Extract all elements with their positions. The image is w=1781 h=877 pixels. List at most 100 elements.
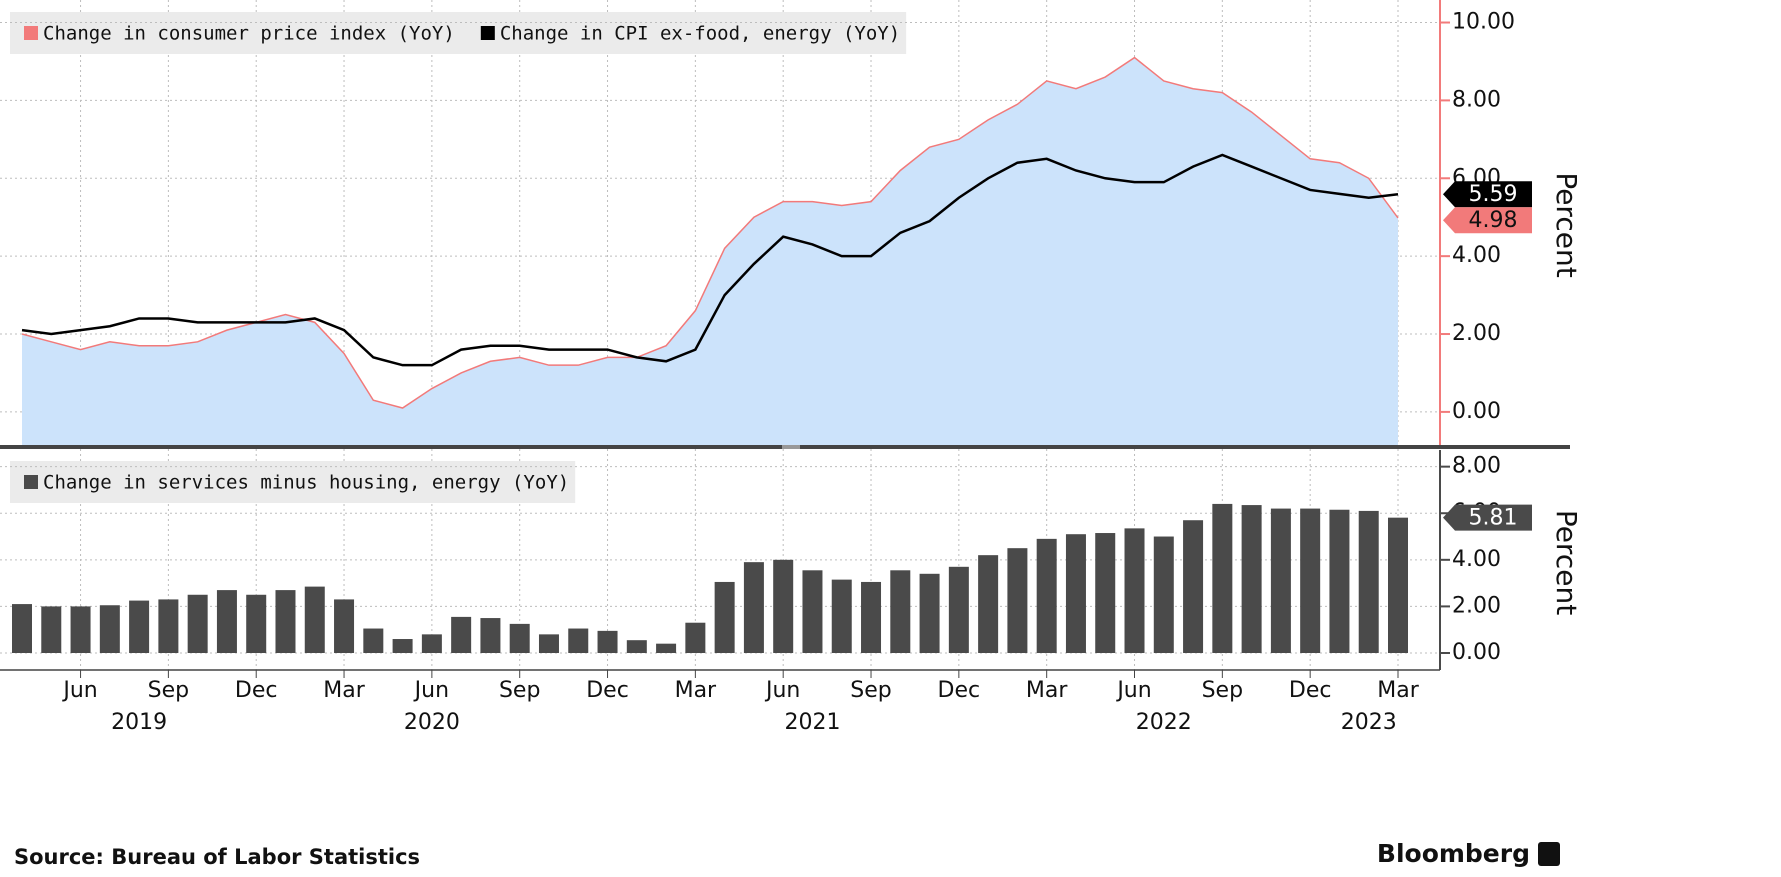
x-year-label: 2023 xyxy=(1341,710,1397,735)
bar xyxy=(275,590,296,653)
bar xyxy=(597,630,618,653)
x-tick-label: Jun xyxy=(1115,678,1151,703)
bar xyxy=(1358,510,1379,653)
x-tick-label: Dec xyxy=(586,678,629,703)
bar xyxy=(129,600,150,653)
bar xyxy=(1124,528,1145,653)
legend-box xyxy=(10,461,576,503)
bar xyxy=(1153,536,1174,653)
x-tick-label: Sep xyxy=(499,678,540,703)
bar xyxy=(334,599,355,653)
x-tick-label: Mar xyxy=(1026,678,1068,703)
plot-layer: Jun Sep Dec Mar Jun Sep Dec Mar Jun Sep Dec Mar Jun S… xyxy=(0,0,1583,735)
value-tag-label: 5.59 xyxy=(1469,182,1518,207)
bar xyxy=(1036,538,1057,653)
bar xyxy=(70,606,91,653)
bar xyxy=(12,604,32,653)
legend-label: Change in CPI ex-food, energy (YoY) xyxy=(500,23,900,45)
legend: Change in services minus housing, energy… xyxy=(10,461,576,503)
bar xyxy=(1183,520,1204,653)
bar xyxy=(246,594,267,653)
y-tick-label: 10.00 xyxy=(1452,10,1515,35)
bar xyxy=(1270,508,1291,653)
y-tick-label: 8.00 xyxy=(1452,87,1501,112)
x-tick-label: Sep xyxy=(850,678,891,703)
bar xyxy=(948,566,969,653)
x-tick-label: Jun xyxy=(413,678,449,703)
line xyxy=(21,153,1399,367)
bar xyxy=(714,581,735,653)
brand-icon xyxy=(1538,842,1560,866)
bar xyxy=(1095,533,1116,653)
y-axis-title: Percent xyxy=(1550,172,1583,277)
x-tick-label: Mar xyxy=(323,678,365,703)
x-tick-label: Sep xyxy=(1202,678,1243,703)
x-year-label: 2022 xyxy=(1136,710,1192,735)
bar xyxy=(1300,508,1321,653)
bar xyxy=(99,605,120,653)
x-tick-label: Jun xyxy=(61,678,97,703)
legend: Change in consumer price index (YoY) Chan… xyxy=(10,12,907,54)
bar xyxy=(1329,509,1350,653)
bar xyxy=(568,628,589,653)
y-tick-label: 4.00 xyxy=(1452,243,1501,268)
x-year-label: 2021 xyxy=(784,710,840,735)
bar xyxy=(158,599,179,653)
y-tick-label: 0.00 xyxy=(1452,399,1501,424)
y-tick-label: 8.00 xyxy=(1452,454,1501,479)
x-tick-label: Dec xyxy=(235,678,278,703)
bar xyxy=(480,618,501,653)
value-tag-label: 5.81 xyxy=(1469,506,1518,531)
value-tag xyxy=(1443,207,1532,234)
bar xyxy=(743,562,764,653)
x-tick-label: Sep xyxy=(148,678,189,703)
legend-swatch xyxy=(480,26,495,40)
bar xyxy=(685,622,706,653)
bar xyxy=(626,640,647,653)
line xyxy=(21,56,1399,409)
source: Source: Bureau of Labor Statistics xyxy=(14,845,420,869)
bar xyxy=(421,634,442,653)
bar xyxy=(538,634,559,653)
bar xyxy=(656,643,677,653)
legend-box xyxy=(10,12,907,54)
legend-swatch xyxy=(24,26,38,40)
bar xyxy=(1388,517,1408,653)
bar xyxy=(919,573,940,653)
value-tag xyxy=(1443,504,1532,531)
x-year-label: 2019 xyxy=(111,710,167,735)
y-tick-label: 2.00 xyxy=(1452,593,1501,618)
bar xyxy=(1212,503,1233,653)
brand: Bloomberg xyxy=(1377,839,1530,868)
x-tick-label: Dec xyxy=(1289,678,1332,703)
y-tick-label: 4.00 xyxy=(1452,547,1501,572)
bar xyxy=(187,594,208,653)
legend-swatch xyxy=(24,475,38,489)
bar xyxy=(451,616,472,653)
bar xyxy=(1007,548,1028,653)
legend-label: Change in services minus housing, energy… xyxy=(43,472,569,494)
x-tick-label: Mar xyxy=(675,678,717,703)
bar xyxy=(1241,505,1262,653)
bar xyxy=(773,559,794,653)
x-tick-label: Dec xyxy=(938,678,981,703)
area xyxy=(22,57,1398,445)
bar xyxy=(509,623,530,653)
bar xyxy=(41,606,62,653)
y-axis-title: Percent xyxy=(1550,510,1583,615)
bar xyxy=(392,639,413,653)
legend-label: Change in consumer price index (YoY) xyxy=(43,23,455,45)
value-tag-label: 4.98 xyxy=(1469,208,1518,233)
bar xyxy=(978,555,999,653)
x-tick-label: Jun xyxy=(764,678,800,703)
panel-handle xyxy=(782,445,800,449)
x-tick-label: Mar xyxy=(1377,678,1419,703)
bar xyxy=(890,570,911,653)
bar xyxy=(1065,534,1086,653)
y-tick-label: 0.00 xyxy=(1452,640,1501,665)
bar xyxy=(304,586,325,653)
bar xyxy=(831,579,852,653)
value-tag xyxy=(1443,181,1532,208)
bar xyxy=(861,581,882,653)
